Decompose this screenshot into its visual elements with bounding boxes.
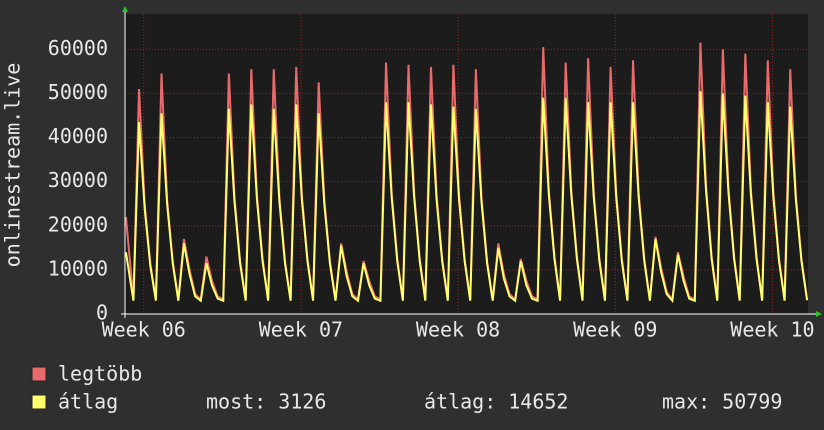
x-tick-label: Week 09 <box>573 318 657 342</box>
stat-label: átlag: <box>424 390 496 414</box>
stat-label: most: <box>206 390 266 414</box>
y-tick-label: 40000 <box>48 124 108 148</box>
plot-area <box>125 14 808 314</box>
x-tick-label: Week 06 <box>102 318 186 342</box>
stat-value: 3126 <box>278 390 326 414</box>
legend-swatch <box>31 366 47 382</box>
x-tick-label: Week 10 <box>730 318 814 342</box>
y-arrow <box>122 6 128 12</box>
y-tick-label: 60000 <box>48 36 108 60</box>
stat-label: max: <box>662 390 710 414</box>
stat-value: 14652 <box>508 390 568 414</box>
y-axis-label: onlinestream.live <box>1 63 25 268</box>
x-arrow <box>816 311 822 317</box>
axes: 0 10000 20000 30000 40000 50000 60000 Week 06 We… <box>48 6 822 342</box>
legend-label: legtöbb <box>58 362 142 386</box>
lines <box>124 42 809 304</box>
x-tick-label: Week 07 <box>259 318 343 342</box>
y-tick-label: 0 <box>96 301 108 325</box>
y-tick-label: 30000 <box>48 168 108 192</box>
series-line <box>124 91 809 304</box>
y-tick-label: 20000 <box>48 212 108 236</box>
y-tick-label: 50000 <box>48 80 108 104</box>
legend-label: átlag <box>58 390 118 414</box>
y-tick-label: 10000 <box>48 256 108 280</box>
legend-swatch <box>31 394 47 410</box>
stat-value: 50799 <box>722 390 782 414</box>
x-tick-label: Week 08 <box>416 318 500 342</box>
